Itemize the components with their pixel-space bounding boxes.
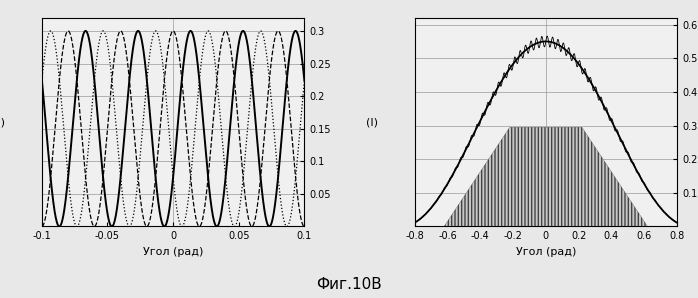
Text: (I): (I) bbox=[0, 117, 5, 127]
Text: (I): (I) bbox=[366, 117, 378, 127]
Text: Фиг.10В: Фиг.10В bbox=[316, 277, 382, 292]
X-axis label: Угол (рад): Угол (рад) bbox=[516, 247, 576, 257]
X-axis label: Угол (рад): Угол (рад) bbox=[143, 247, 203, 257]
